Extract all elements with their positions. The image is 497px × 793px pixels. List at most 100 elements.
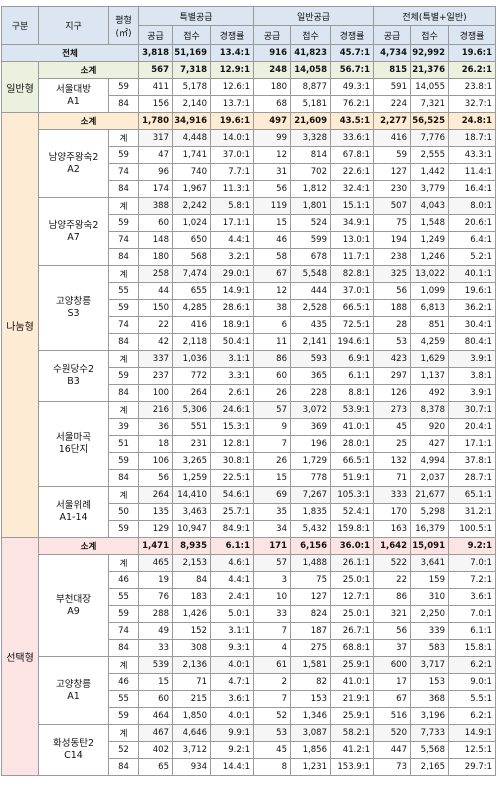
- value-cell: 58: [253, 248, 291, 266]
- value-cell: 188: [373, 299, 411, 317]
- site-code: C14: [64, 750, 83, 761]
- value-cell: 59: [373, 146, 411, 164]
- value-cell: 8.0:1: [448, 197, 496, 215]
- value-cell: 6.2:1: [448, 656, 496, 674]
- value-cell: 12.7:1: [330, 588, 374, 606]
- value-cell: 33: [138, 639, 173, 657]
- size-cell: 74: [108, 231, 139, 249]
- value-cell: 916: [253, 44, 291, 62]
- header-cell: 경쟁률: [448, 25, 496, 45]
- value-cell: 43.5:1: [330, 112, 374, 130]
- header-cell: 경쟁률: [210, 25, 254, 45]
- value-cell: 6.4:1: [448, 231, 496, 249]
- value-cell: 230: [373, 180, 411, 198]
- value-cell: 135: [138, 503, 173, 521]
- value-cell: 2,118: [172, 333, 211, 351]
- value-cell: 2,528: [290, 299, 331, 317]
- value-cell: 1,642: [373, 537, 411, 555]
- size-cell: 계: [108, 129, 139, 147]
- value-cell: 447: [373, 741, 411, 759]
- value-cell: 126: [373, 384, 411, 402]
- value-cell: 248: [253, 61, 291, 79]
- value-cell: 416: [373, 129, 411, 147]
- value-cell: 3,712: [172, 741, 211, 759]
- size-cell: 74: [108, 316, 139, 334]
- value-cell: 5,298: [410, 503, 449, 521]
- value-cell: 25.7:1: [210, 503, 254, 521]
- value-cell: 2.4:1: [210, 588, 254, 606]
- header-cell: 구분: [1, 6, 39, 45]
- site-name: 남양주왕숙2: [48, 151, 99, 163]
- value-cell: 14.9:1: [210, 282, 254, 300]
- value-cell: 53: [373, 333, 411, 351]
- value-cell: 2,250: [410, 605, 449, 623]
- value-cell: 49: [138, 622, 173, 640]
- data-row: 51 18 231 12.8:1 7 196 28.0:1 25 427 17.1:1: [2, 435, 496, 453]
- value-cell: 13,022: [410, 265, 449, 283]
- value-cell: 19: [138, 571, 173, 589]
- value-cell: 1,835: [290, 503, 331, 521]
- subtotal-label: 소계: [38, 61, 139, 79]
- value-cell: 60: [253, 367, 291, 385]
- value-cell: 12: [253, 282, 291, 300]
- value-cell: 4,448: [172, 129, 211, 147]
- value-cell: 41.0:1: [330, 673, 374, 691]
- value-cell: 36.2:1: [448, 299, 496, 317]
- value-cell: 9.9:1: [210, 724, 254, 742]
- header-cell: 접수: [410, 25, 449, 45]
- value-cell: 5,548: [290, 265, 331, 283]
- data-row: 84 65 934 14.4:1 8 1,231 153.9:1 73 2,165 29.7:1: [2, 758, 496, 776]
- value-cell: 54.6:1: [210, 486, 254, 504]
- value-cell: 36.0:1: [330, 537, 374, 555]
- value-cell: 4,259: [410, 333, 449, 351]
- site-code: A1: [67, 95, 80, 107]
- value-cell: 465: [138, 554, 173, 572]
- data-row: 39 36 551 15.3:1 9 369 41.0:1 45 920 20.4:1: [2, 418, 496, 436]
- data-row: 수원당수2 B3 계 337 1,036 3.1:1 86 593 6.9:1 423 1,629 3…: [2, 350, 496, 402]
- value-cell: 6: [253, 316, 291, 334]
- value-cell: 99: [253, 129, 291, 147]
- value-cell: 56: [373, 282, 411, 300]
- value-cell: 30.7:1: [448, 401, 496, 419]
- data-row: 고양창릉 S3 계 258 7,474 29.0:1 67 5,548 82.8:1 325 13,…: [2, 265, 496, 351]
- size-cell: 55: [108, 690, 139, 708]
- value-cell: 82: [290, 673, 331, 691]
- value-cell: 4,646: [172, 724, 211, 742]
- value-cell: 411: [138, 78, 173, 96]
- value-cell: 655: [172, 282, 211, 300]
- value-cell: 71: [373, 469, 411, 487]
- value-cell: 678: [290, 248, 331, 266]
- header-text: (㎡): [115, 28, 132, 39]
- size-cell: 59: [108, 146, 139, 164]
- value-cell: 69: [253, 486, 291, 504]
- value-cell: 119: [253, 197, 291, 215]
- value-cell: 7.0:1: [448, 554, 496, 572]
- value-cell: 15: [138, 673, 173, 691]
- header-cell: 공급: [253, 25, 291, 45]
- value-cell: 851: [410, 316, 449, 334]
- size-cell: 39: [108, 418, 139, 436]
- value-cell: 4.6:1: [210, 554, 254, 572]
- value-cell: 65.1:1: [448, 486, 496, 504]
- value-cell: 148: [138, 231, 173, 249]
- data-row: 서울마곡 16단지 계 216 5,306 24.6:1 57 3,072 53.9:1 273 8…: [2, 401, 496, 487]
- value-cell: 44: [138, 282, 173, 300]
- value-cell: 36: [138, 418, 173, 436]
- data-row: 84 174 1,967 11.3:1 56 1,812 32.4:1 230 3,779 16.…: [2, 180, 496, 198]
- value-cell: 34: [253, 520, 291, 538]
- value-cell: 171: [253, 537, 291, 555]
- value-cell: 522: [373, 554, 411, 572]
- value-cell: 41.0:1: [330, 418, 374, 436]
- value-cell: 1,024: [172, 214, 211, 232]
- value-cell: 30.8:1: [210, 452, 254, 470]
- data-row: 화성동탄2 C14 계 467 4,646 9.9:1 53 3,087 58.2:1 520 7,…: [2, 724, 496, 776]
- site-code: A9: [67, 605, 80, 617]
- value-cell: 228: [290, 384, 331, 402]
- value-cell: 3.3:1: [210, 367, 254, 385]
- value-cell: 28.7:1: [448, 469, 496, 487]
- size-cell: 계: [108, 486, 139, 504]
- value-cell: 215: [172, 690, 211, 708]
- value-cell: 650: [172, 231, 211, 249]
- value-cell: 2,140: [172, 95, 211, 113]
- value-cell: 20.6:1: [448, 214, 496, 232]
